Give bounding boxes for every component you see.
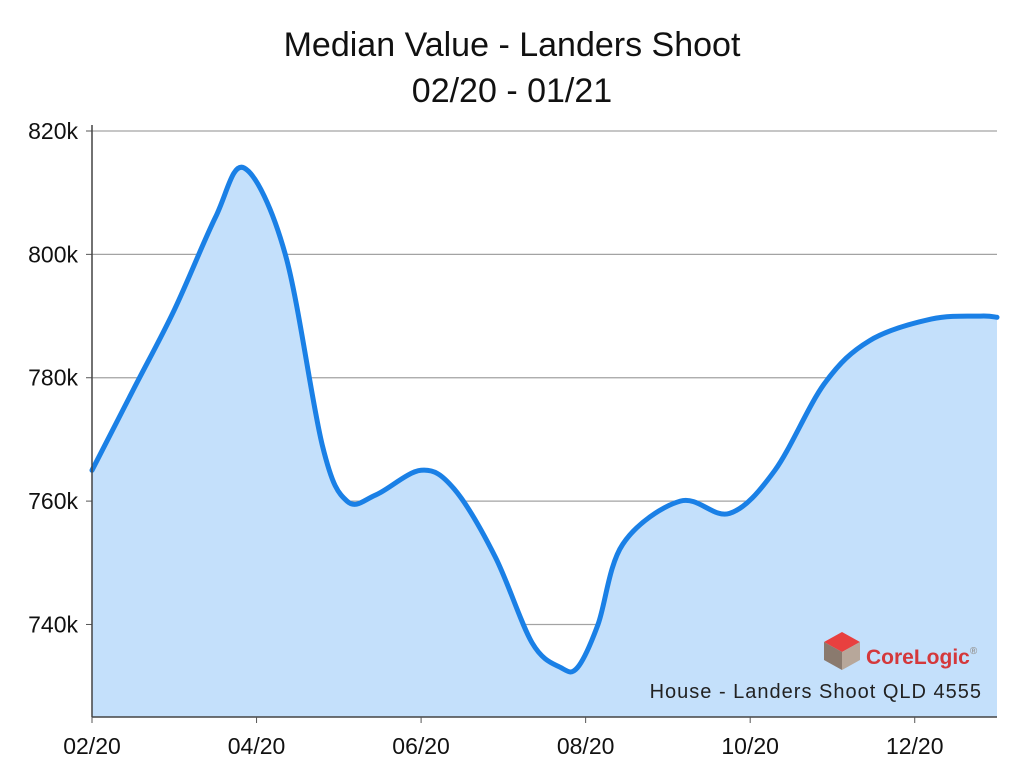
chart-subtitle: 02/20 - 01/21 bbox=[411, 72, 613, 110]
ytick-label-760k: 760k bbox=[28, 488, 78, 514]
xtick-label-12/20: 12/20 bbox=[886, 733, 944, 759]
xtick-label-08/20: 08/20 bbox=[557, 733, 615, 759]
corelogic-logo-text: CoreLogic® bbox=[866, 646, 977, 670]
corelogic-logo-icon bbox=[824, 632, 860, 670]
xtick-label-06/20: 06/20 bbox=[392, 733, 450, 759]
ytick-label-820k: 820k bbox=[28, 118, 78, 144]
value-area bbox=[92, 167, 997, 717]
xtick-label-10/20: 10/20 bbox=[721, 733, 779, 759]
xtick-label-04/20: 04/20 bbox=[228, 733, 286, 759]
value-line bbox=[89, 164, 1000, 675]
ytick-label-740k: 740k bbox=[28, 611, 78, 637]
xtick-label-02/20: 02/20 bbox=[63, 733, 121, 759]
axes: 740k 760k 780k 800k 820k 02/20 04/20 06/20 08/20… bbox=[28, 118, 997, 759]
ytick-label-780k: 780k bbox=[28, 365, 78, 391]
trademark-mark: ® bbox=[969, 646, 978, 657]
ytick-label-800k: 800k bbox=[28, 241, 78, 267]
chart-title: Median Value - Landers Shoot bbox=[283, 26, 741, 64]
brand-name: CoreLogic bbox=[866, 646, 970, 669]
property-footnote: House - Landers Shoot QLD 4555 bbox=[649, 681, 982, 703]
